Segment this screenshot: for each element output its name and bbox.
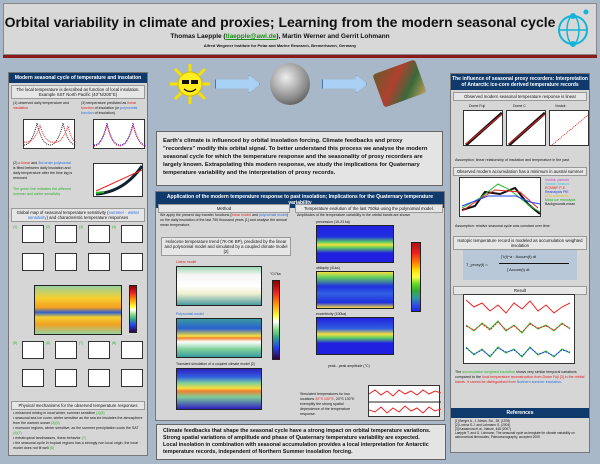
- method-header: Method: [158, 204, 290, 213]
- step2-scatter-plot: [93, 163, 144, 197]
- isotopic-header: Isotopic temperature record is modeled a…: [453, 236, 587, 250]
- evolution-subtitle: Amplitudes of the temperature variabilit…: [297, 213, 411, 217]
- result-timeseries-plot: [463, 294, 575, 364]
- right-panel: The influence of seasonal proxy recorder…: [450, 73, 590, 453]
- trend-colorbar: [272, 280, 280, 360]
- global-map-title: Global map of seasonal temperature sensi…: [11, 208, 145, 222]
- site-plots-bottom: (5) (6) (7) (8): [13, 339, 145, 394]
- vostok-plot: [549, 110, 589, 146]
- polynomial-model-label: Polynomial model: [176, 312, 204, 316]
- linear-model-map: [176, 266, 262, 306]
- step1-plot: [23, 119, 77, 149]
- simulated-caption: Simulated temperatures for two locations…: [300, 392, 355, 416]
- left-panel: Modern seasonal cycle of temperature and…: [8, 72, 148, 456]
- signal-arrow-icon: [322, 75, 367, 93]
- formula-box: T_proxy(t) = ∫ I(t)^a · Accum(t) dt ∫ Ac…: [463, 250, 577, 280]
- transient-model-map: [176, 368, 262, 410]
- references-header: References: [451, 408, 589, 418]
- poster-title: Orbital variability in climate and proxi…: [4, 14, 556, 30]
- step1-text: (1) observed daily temperature and insol…: [13, 101, 69, 110]
- email-link[interactable]: tlaepple@awi.de: [225, 33, 277, 40]
- obliquity-band-map: [316, 271, 394, 309]
- left-panel-subtitle: The local temperature is described as fu…: [11, 85, 145, 99]
- evolution-header: Temperature evolution of the last 750ka …: [295, 204, 443, 213]
- site-plots-top: (1) (2) (3) (4): [13, 223, 145, 278]
- intro-text: Earth's climate is influenced by orbital…: [156, 131, 443, 186]
- step2-text: (2) a linear and 3rd order polynomial is…: [13, 161, 73, 180]
- references-list: [1] Berger A., J. Atmos. Sci., 35, (1978…: [455, 419, 575, 439]
- awi-globe-logo-icon: [558, 9, 589, 47]
- step3-plot: [93, 119, 147, 149]
- assumption-constant: Assumption: relative seasonal cycle was …: [455, 224, 550, 228]
- global-sensitivity-map: [34, 285, 122, 335]
- holocene-caption: Holocene temperature trend (7K-0K BP), p…: [161, 237, 291, 256]
- earth-globe-icon: [270, 63, 310, 105]
- accumulation-plot: [459, 177, 541, 217]
- authors: Thomas Laepple (tlaepple@awi.de), Martin…: [170, 33, 390, 40]
- poster-header: Orbital variability in climate and proxi…: [3, 3, 597, 55]
- left-panel-title: Modern seasonal cycle of temperature and…: [9, 73, 147, 83]
- precession-band-map: [316, 225, 394, 263]
- accumulation-legend: Vostok, pseudo Vostok, season. ECMWF P-E…: [545, 178, 576, 206]
- dome-c-plot: [506, 110, 546, 147]
- transient-model-label: Transient simulation of a coupled climat…: [176, 362, 255, 366]
- ice-core-icon: [372, 59, 427, 108]
- right-panel-title: The influence of seasonal proxy recorder…: [451, 74, 589, 90]
- linear-model-label: Linear model: [176, 260, 197, 264]
- sun-illustration-icon: [170, 64, 210, 104]
- step3-text: (3) temperature predicted as linear func…: [81, 101, 138, 115]
- green-note: The green line indicates the different s…: [13, 187, 72, 196]
- linear-response-header: Observed modern seasonal temperature res…: [453, 92, 587, 101]
- assumption-linear: Assumption: linear relationship of insol…: [455, 158, 570, 162]
- insolation-arrow-icon: [215, 75, 260, 93]
- amplitude-colorbar: [411, 242, 421, 312]
- eccentricity-band-map: [316, 317, 394, 355]
- amp-label: peak - peak amplitude (°C): [328, 364, 370, 368]
- result-text: The accumulation weighted insolation sho…: [455, 370, 585, 384]
- dome-fuji-plot: [463, 110, 503, 147]
- affiliation: Alfred Wegener Institute for Polar and M…: [203, 43, 357, 48]
- trend-cbar-unit: °C/7ka: [270, 272, 281, 276]
- polynomial-model-map: [176, 318, 262, 358]
- site-timeseries-plot: [368, 385, 442, 417]
- method-text: We apply the present day transfer functi…: [160, 213, 289, 227]
- mechanisms-title: Physical mechanisms for the observed tem…: [11, 401, 145, 410]
- accumulation-header: Observed modern accumulation has a minim…: [453, 167, 587, 176]
- sensitivity-colorbar: [129, 285, 137, 333]
- site-scatter-row: Dome Fuji Dome C Vostok: [455, 104, 589, 154]
- center-panel: Application of the modern temperature re…: [155, 191, 445, 421]
- conclusion-box: Climate feedbacks that shape the seasona…: [156, 424, 446, 460]
- header-divider: [3, 55, 597, 58]
- mechanisms-list: • enhanced mixing in local winter, summe…: [13, 411, 143, 450]
